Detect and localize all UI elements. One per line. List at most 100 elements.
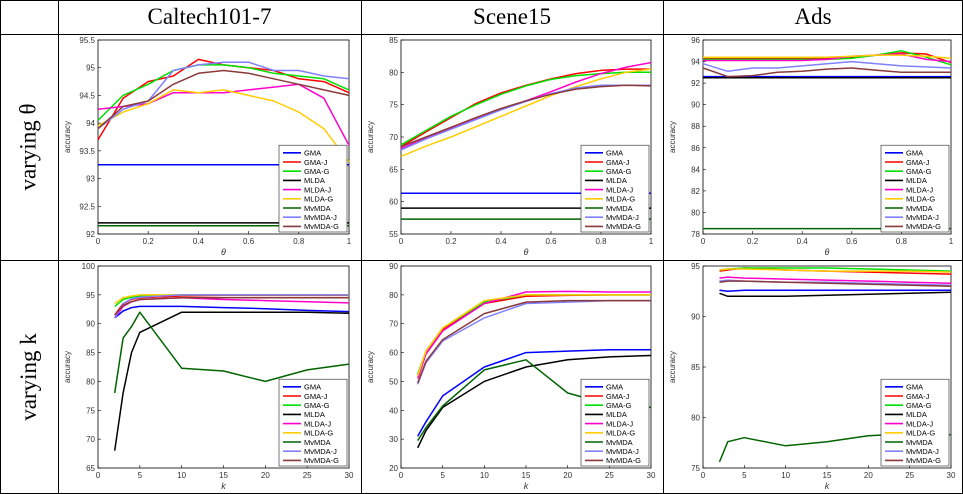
legend-label-mlda-g: MLDA-G — [304, 429, 333, 438]
y-tick-label: 90 — [691, 101, 700, 110]
y-tick-label: 70 — [86, 435, 95, 444]
y-tick-label: 95 — [86, 291, 95, 300]
y-tick-label: 93.5 — [79, 147, 95, 156]
chart-ads-theta: 0 0.2 0.4 0.6 0.8 1 78 80 82 84 86 88 90 92 94 96 θ accur… — [665, 36, 961, 258]
legend-label-gma: GMA — [606, 383, 623, 392]
legend-label-mlda-g: MLDA-G — [304, 195, 333, 204]
legend-label-mvmda: MvMDA — [906, 438, 933, 447]
legend-label-gma-j: GMA-J — [304, 392, 328, 401]
legend-label-mvmda-j: MvMDA-J — [606, 213, 639, 222]
y-tick-label: 85 — [86, 349, 95, 358]
y-axis-label: accuracy — [63, 121, 72, 153]
x-tick-label: 0 — [701, 237, 706, 246]
y-tick-label: 20 — [389, 464, 398, 473]
y-tick-label: 50 — [389, 377, 398, 386]
y-tick-label: 55 — [389, 230, 398, 239]
x-tick-label: 0 — [96, 471, 101, 480]
y-tick-label: 93 — [86, 175, 95, 184]
x-axis-label: θ — [524, 247, 529, 257]
legend-label-mvmda-j: MvMDA-J — [906, 447, 939, 456]
y-axis-label: accuracy — [366, 351, 375, 383]
legend: GMAGMA-JGMA-GMLDAMLDA-JMLDA-GMvMDAMvMDA-… — [880, 144, 950, 233]
x-tick-label: 15 — [823, 471, 832, 480]
x-tick-label: 1 — [949, 237, 954, 246]
y-tick-label: 92 — [691, 79, 700, 88]
y-tick-label: 60 — [389, 198, 398, 207]
legend-label-mvmda-j: MvMDA-J — [304, 213, 337, 222]
chart-svg: 0 5 10 15 20 25 30 65 70 75 80 85 90 95 100 k accuracy GM… — [63, 262, 354, 491]
y-tick-label: 70 — [389, 133, 398, 142]
y-tick-label: 90 — [389, 262, 398, 271]
y-tick-label: 82 — [691, 187, 700, 196]
y-tick-label: 85 — [691, 363, 700, 372]
y-tick-label: 92 — [86, 230, 95, 239]
y-tick-label: 90 — [86, 320, 95, 329]
x-tick-label: 15 — [522, 471, 531, 480]
legend-label-mvmda-g: MvMDA-G — [304, 222, 339, 231]
x-tick-label: 0.8 — [293, 237, 305, 246]
x-tick-label: 0.2 — [445, 237, 457, 246]
column-header-ads: Ads — [794, 4, 832, 29]
x-axis-label: k — [825, 481, 830, 491]
y-tick-label: 90 — [691, 313, 700, 322]
legend: GMAGMA-JGMA-GMLDAMLDA-JMLDA-GMvMDAMvMDA-… — [580, 378, 650, 467]
y-tick-label: 40 — [389, 406, 398, 415]
legend-label-mlda: MLDA — [304, 410, 325, 419]
x-axis-label: θ — [825, 247, 830, 257]
legend: GMAGMA-JGMA-GMLDAMLDA-JMLDA-GMvMDAMvMDA-… — [278, 144, 348, 233]
x-tick-label: 20 — [864, 471, 873, 480]
legend-label-mvmda-g: MvMDA-G — [906, 456, 941, 465]
legend-label-gma-g: GMA-G — [304, 167, 330, 176]
x-tick-label: 0 — [399, 471, 404, 480]
y-tick-label: 96 — [691, 36, 700, 45]
legend-label-mvmda: MvMDA — [906, 204, 933, 213]
x-tick-label: 30 — [947, 471, 956, 480]
y-tick-label: 86 — [691, 144, 700, 153]
row-label-k: varying k — [16, 333, 42, 421]
x-tick-label: 0.4 — [495, 237, 507, 246]
y-tick-label: 75 — [86, 406, 95, 415]
y-tick-label: 92.5 — [79, 202, 95, 211]
x-tick-label: 30 — [345, 471, 354, 480]
x-tick-label: 0.6 — [243, 237, 255, 246]
chart-caltech-theta: 0 0.2 0.4 0.6 0.8 1 92 92.5 93 93.5 94 94.5 95 95.5 θ a… — [60, 36, 359, 258]
row-label-theta: varying θ — [16, 103, 41, 191]
y-tick-label: 94 — [691, 58, 700, 67]
y-tick-label: 80 — [691, 414, 700, 423]
legend-label-mvmda-g: MvMDA-G — [906, 222, 941, 231]
y-tick-label: 78 — [691, 230, 700, 239]
x-tick-label: 1 — [347, 237, 352, 246]
x-tick-label: 0 — [399, 237, 404, 246]
x-tick-label: 5 — [742, 471, 747, 480]
x-tick-label: 0 — [701, 471, 706, 480]
legend: GMAGMA-JGMA-GMLDAMLDA-JMLDA-GMvMDAMvMDA-… — [880, 378, 950, 467]
y-tick-label: 60 — [389, 349, 398, 358]
legend-label-mvmda: MvMDA — [606, 438, 633, 447]
x-tick-label: 0.4 — [797, 237, 809, 246]
chart-svg: 0 0.2 0.4 0.6 0.8 1 78 80 82 84 86 88 90 92 94 96 θ accur… — [668, 36, 954, 257]
chart-scene15-k: 0 5 10 15 20 25 30 20 30 40 50 60 70 80 90 k accuracy GMA… — [363, 262, 661, 492]
legend-label-gma-j: GMA-J — [304, 158, 328, 167]
x-tick-label: 1 — [649, 237, 654, 246]
legend-label-mlda-j: MLDA-J — [606, 419, 633, 428]
legend-label-gma-j: GMA-J — [906, 158, 930, 167]
chart-caltech-k: 0 5 10 15 20 25 30 65 70 75 80 85 90 95 100 k accuracy GM… — [60, 262, 359, 492]
legend-label-mlda-g: MLDA-G — [906, 429, 935, 438]
y-tick-label: 70 — [389, 320, 398, 329]
x-axis-label: θ — [221, 247, 226, 257]
y-axis-label: accuracy — [63, 351, 72, 383]
legend-label-mvmda-j: MvMDA-J — [606, 447, 639, 456]
y-tick-label: 84 — [691, 165, 700, 174]
y-tick-label: 95 — [691, 262, 700, 271]
legend-label-mlda: MLDA — [906, 176, 927, 185]
column-header-scene15: Scene15 — [473, 4, 551, 29]
x-axis-label: k — [524, 481, 529, 491]
legend-label-mlda-j: MLDA-J — [304, 185, 331, 194]
y-tick-label: 95.5 — [79, 36, 95, 45]
legend-label-mlda: MLDA — [304, 176, 325, 185]
x-tick-label: 15 — [219, 471, 228, 480]
chart-scene15-theta: 0 0.2 0.4 0.6 0.8 1 55 60 65 70 75 80 85 θ accuracy GMA… — [363, 36, 661, 258]
y-axis-label: accuracy — [366, 121, 375, 153]
legend: GMAGMA-JGMA-GMLDAMLDA-JMLDA-GMvMDAMvMDA-… — [278, 378, 348, 467]
